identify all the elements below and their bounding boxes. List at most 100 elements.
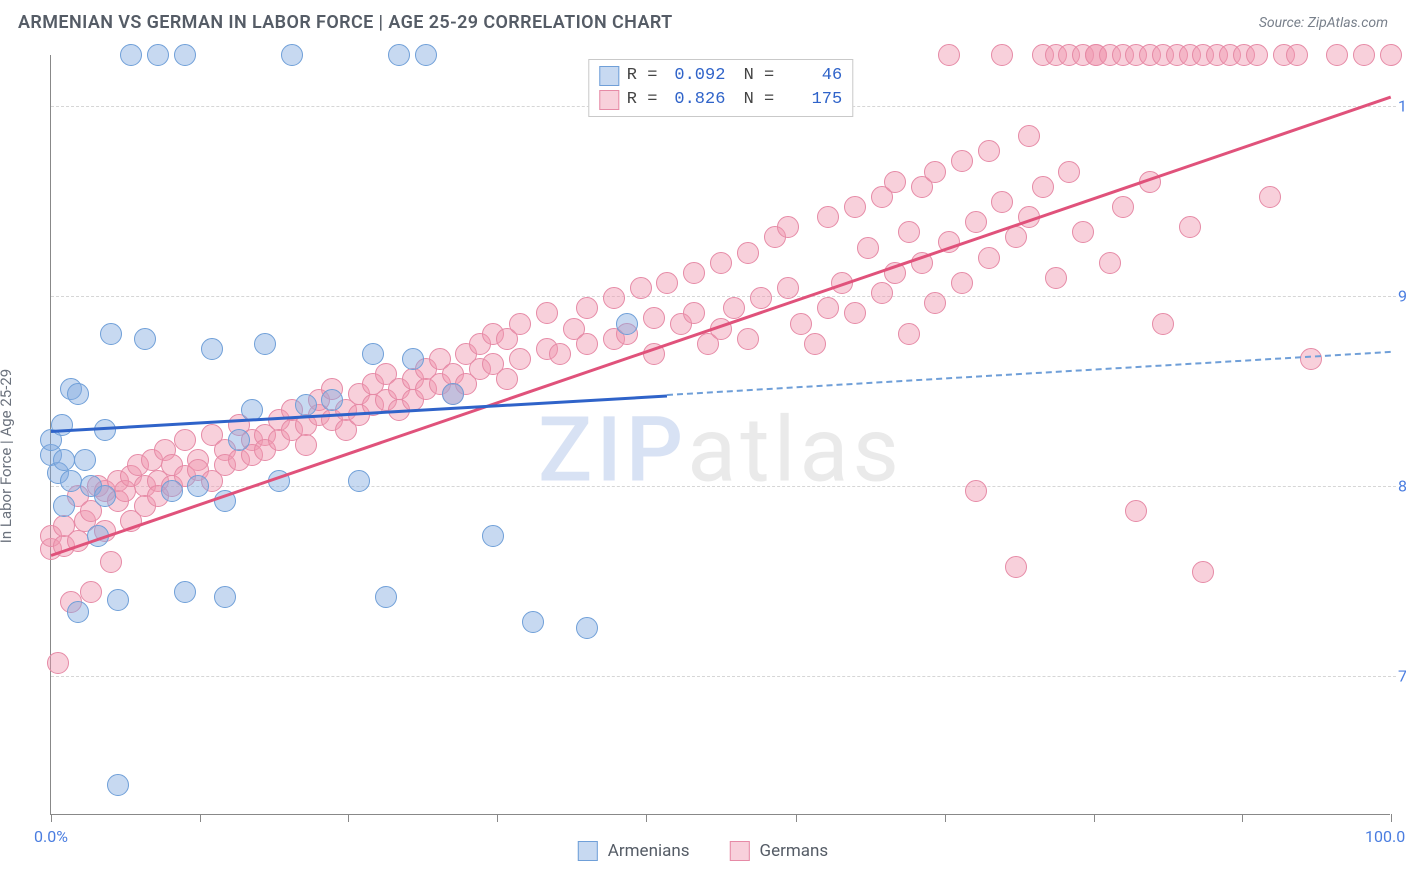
data-point [174,44,196,66]
y-axis-label: In Labor Force | Age 25-29 [0,369,15,543]
data-point [683,302,705,324]
data-point [1259,186,1281,208]
y-tick-label: 92.5% [1398,286,1406,305]
data-point [1112,196,1134,218]
data-point [991,44,1013,66]
data-point [100,323,122,345]
data-point [402,348,424,370]
legend-row-armenians: R = 0.092 N = 46 [599,64,842,88]
data-point [616,313,638,335]
x-tick [200,814,201,822]
data-point [1018,125,1040,147]
data-point [576,297,598,319]
data-point [1152,313,1174,335]
x-tick [1094,814,1095,822]
r-value-armenians: 0.092 [665,64,725,88]
data-point [1179,216,1201,238]
data-point [1099,252,1121,274]
data-point [965,211,987,233]
x-tick [646,814,647,822]
data-point [107,774,129,796]
data-point [1300,348,1322,370]
data-point [817,297,839,319]
data-point [630,277,652,299]
data-point [817,206,839,228]
x-tick-label-min: 0.0% [34,827,68,846]
data-point [295,434,317,456]
data-point [1380,44,1402,66]
x-tick [945,814,946,822]
data-point [536,302,558,324]
data-point [750,287,772,309]
data-point [1192,561,1214,583]
data-point [549,343,571,365]
n-value-germans: 175 [782,88,842,112]
x-tick-label-max: 100.0% [1365,827,1406,846]
trend-line-extension [667,351,1391,396]
data-point [67,601,89,623]
data-point [710,252,732,274]
chart-title: ARMENIAN VS GERMAN IN LABOR FORCE | AGE … [18,12,673,33]
x-tick [796,814,797,822]
data-point [1286,44,1308,66]
trend-line [51,96,1392,557]
germans-swatch-icon [730,841,750,861]
plot-area: ZIPatlas R = 0.092 N = 46 R = 0.826 N = … [50,55,1390,815]
data-point [321,389,343,411]
data-point [737,242,759,264]
series-legend: Armenians Germans [578,841,828,861]
data-point [348,470,370,492]
gridline [51,676,1396,677]
x-tick [497,814,498,822]
data-point [74,449,96,471]
armenians-swatch [599,66,619,86]
data-point [53,495,75,517]
data-point [603,287,625,309]
data-point [362,343,384,365]
data-point [415,44,437,66]
data-point [509,313,531,335]
data-point [978,140,1000,162]
data-point [1072,221,1094,243]
data-point [201,338,223,360]
data-point [884,171,906,193]
data-point [53,449,75,471]
data-point [576,617,598,639]
data-point [777,277,799,299]
data-point [509,348,531,370]
armenians-swatch-icon [578,841,598,861]
data-point [388,44,410,66]
gridline [51,296,1396,297]
data-point [978,247,1000,269]
data-point [683,262,705,284]
data-point [47,652,69,674]
data-point [723,297,745,319]
chart-container: In Labor Force | Age 25-29 ZIPatlas R = … [0,41,1406,871]
data-point [147,44,169,66]
data-point [187,475,209,497]
data-point [871,282,893,304]
data-point [134,328,156,350]
data-point [295,394,317,416]
x-tick [348,814,349,822]
data-point [924,161,946,183]
source-label: Source: ZipAtlas.com [1259,15,1388,31]
data-point [60,470,82,492]
data-point [790,313,812,335]
data-point [281,44,303,66]
data-point [1125,500,1147,522]
data-point [94,485,116,507]
data-point [1005,556,1027,578]
data-point [1045,267,1067,289]
y-tick-label: 85.0% [1398,476,1406,495]
data-point [951,272,973,294]
data-point [576,333,598,355]
header: ARMENIAN VS GERMAN IN LABOR FORCE | AGE … [0,0,1406,41]
data-point [442,383,464,405]
data-point [643,307,665,329]
r-value-germans: 0.826 [665,88,725,112]
data-point [522,611,544,633]
data-point [898,221,920,243]
data-point [375,586,397,608]
data-point [938,44,960,66]
